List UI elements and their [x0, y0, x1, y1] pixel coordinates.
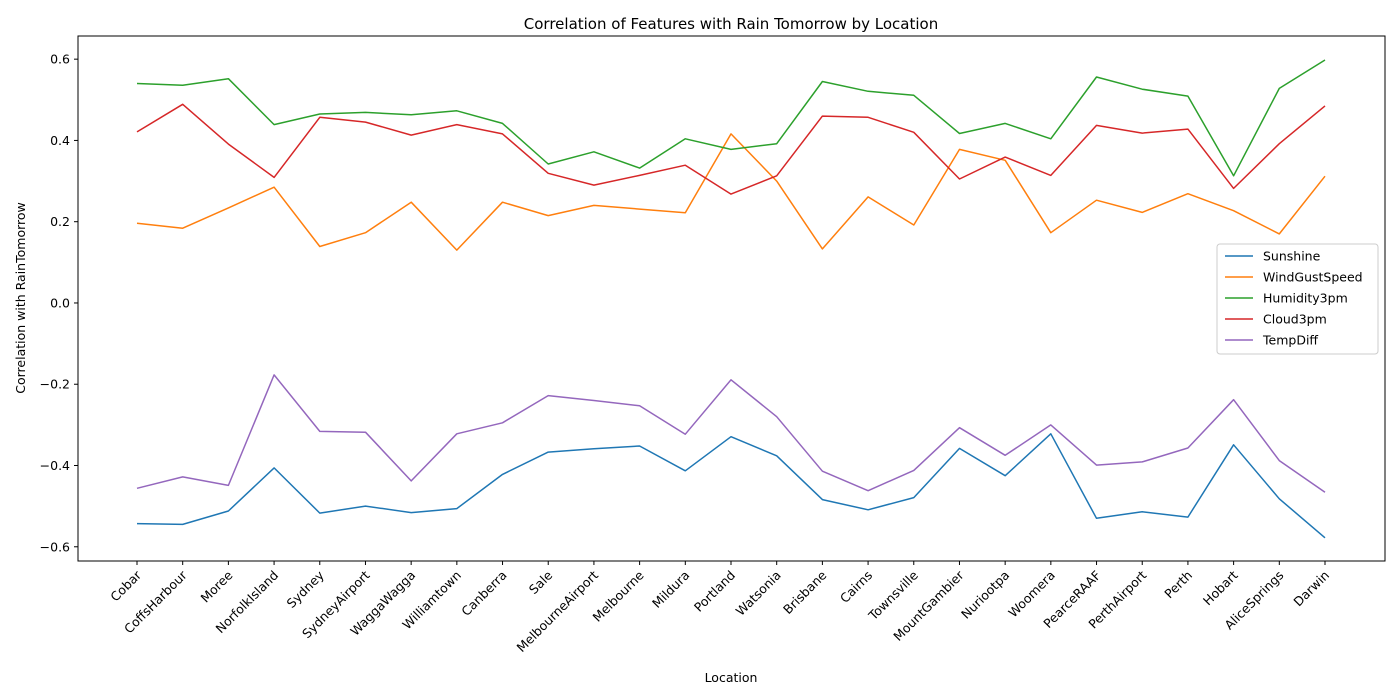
series-line-cloud3pm — [136, 103, 1326, 195]
series-layer — [136, 59, 1326, 539]
legend-entry: Cloud3pm — [1263, 312, 1327, 327]
y-tick-label: −0.6 — [40, 539, 70, 554]
legend-box — [1216, 243, 1379, 355]
legend: Sunshine WindGustSpeed Humidity3pm Cloud3pm… — [1216, 243, 1379, 355]
y-axis: −0.6 −0.4 −0.2 0.0 0.2 0.4 0.6 — [40, 52, 78, 554]
legend-entry: Humidity3pm — [1263, 291, 1348, 306]
y-tick-label: 0.6 — [50, 52, 70, 67]
legend-entry: TempDiff — [1262, 333, 1318, 348]
y-axis-label: Correlation with RainTomorrow — [13, 202, 28, 394]
x-axis-label: Location — [705, 670, 758, 685]
chart-title: Correlation of Features with Rain Tomorr… — [524, 15, 938, 33]
legend-entry: WindGustSpeed — [1263, 270, 1363, 285]
series-line-windgustspeed — [136, 133, 1326, 251]
y-tick-label: 0.2 — [50, 214, 70, 229]
y-tick-label: 0.4 — [50, 133, 70, 148]
y-tick-label: −0.4 — [40, 458, 70, 473]
y-tick-label: 0.0 — [50, 295, 70, 310]
series-line-tempdiff — [136, 374, 1326, 493]
series-line-humidity3pm — [136, 59, 1326, 177]
y-tick-label: −0.2 — [40, 377, 70, 392]
series-line-sunshine — [136, 433, 1326, 539]
legend-entry: Sunshine — [1263, 249, 1321, 264]
